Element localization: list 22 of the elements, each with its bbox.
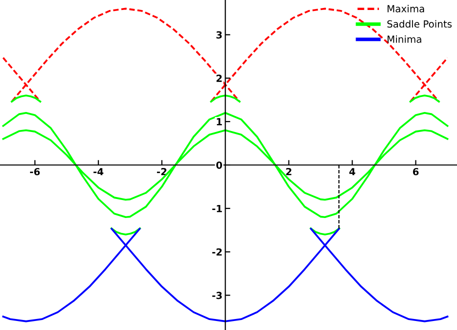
- y-tick-label: 1: [216, 118, 222, 126]
- legend-label: Minima: [388, 35, 422, 43]
- line-series: [2, 112, 448, 218]
- legend-label: Maxima: [388, 4, 424, 12]
- line-series: [409, 94, 440, 103]
- y-tick-label: 2: [216, 74, 222, 82]
- y-tick-label: 3: [216, 31, 222, 39]
- x-tick-label: -4: [94, 168, 104, 176]
- x-tick-label: 4: [349, 168, 356, 176]
- x-tick-label: 2: [286, 168, 292, 176]
- line-series: [110, 227, 141, 236]
- x-tick-label: 6: [412, 168, 419, 176]
- x-tick-label: -6: [30, 168, 40, 176]
- line-series: [310, 227, 340, 236]
- line-series: [210, 94, 241, 103]
- legend-label: Saddle Points: [387, 20, 452, 28]
- x-tick-label: -2: [156, 168, 166, 176]
- line-series: [10, 94, 42, 103]
- y-tick-label: -2: [212, 248, 222, 256]
- y-tick-label: -1: [212, 205, 222, 212]
- y-tick-label: 0: [216, 161, 222, 169]
- y-tick-label: -3: [212, 292, 222, 300]
